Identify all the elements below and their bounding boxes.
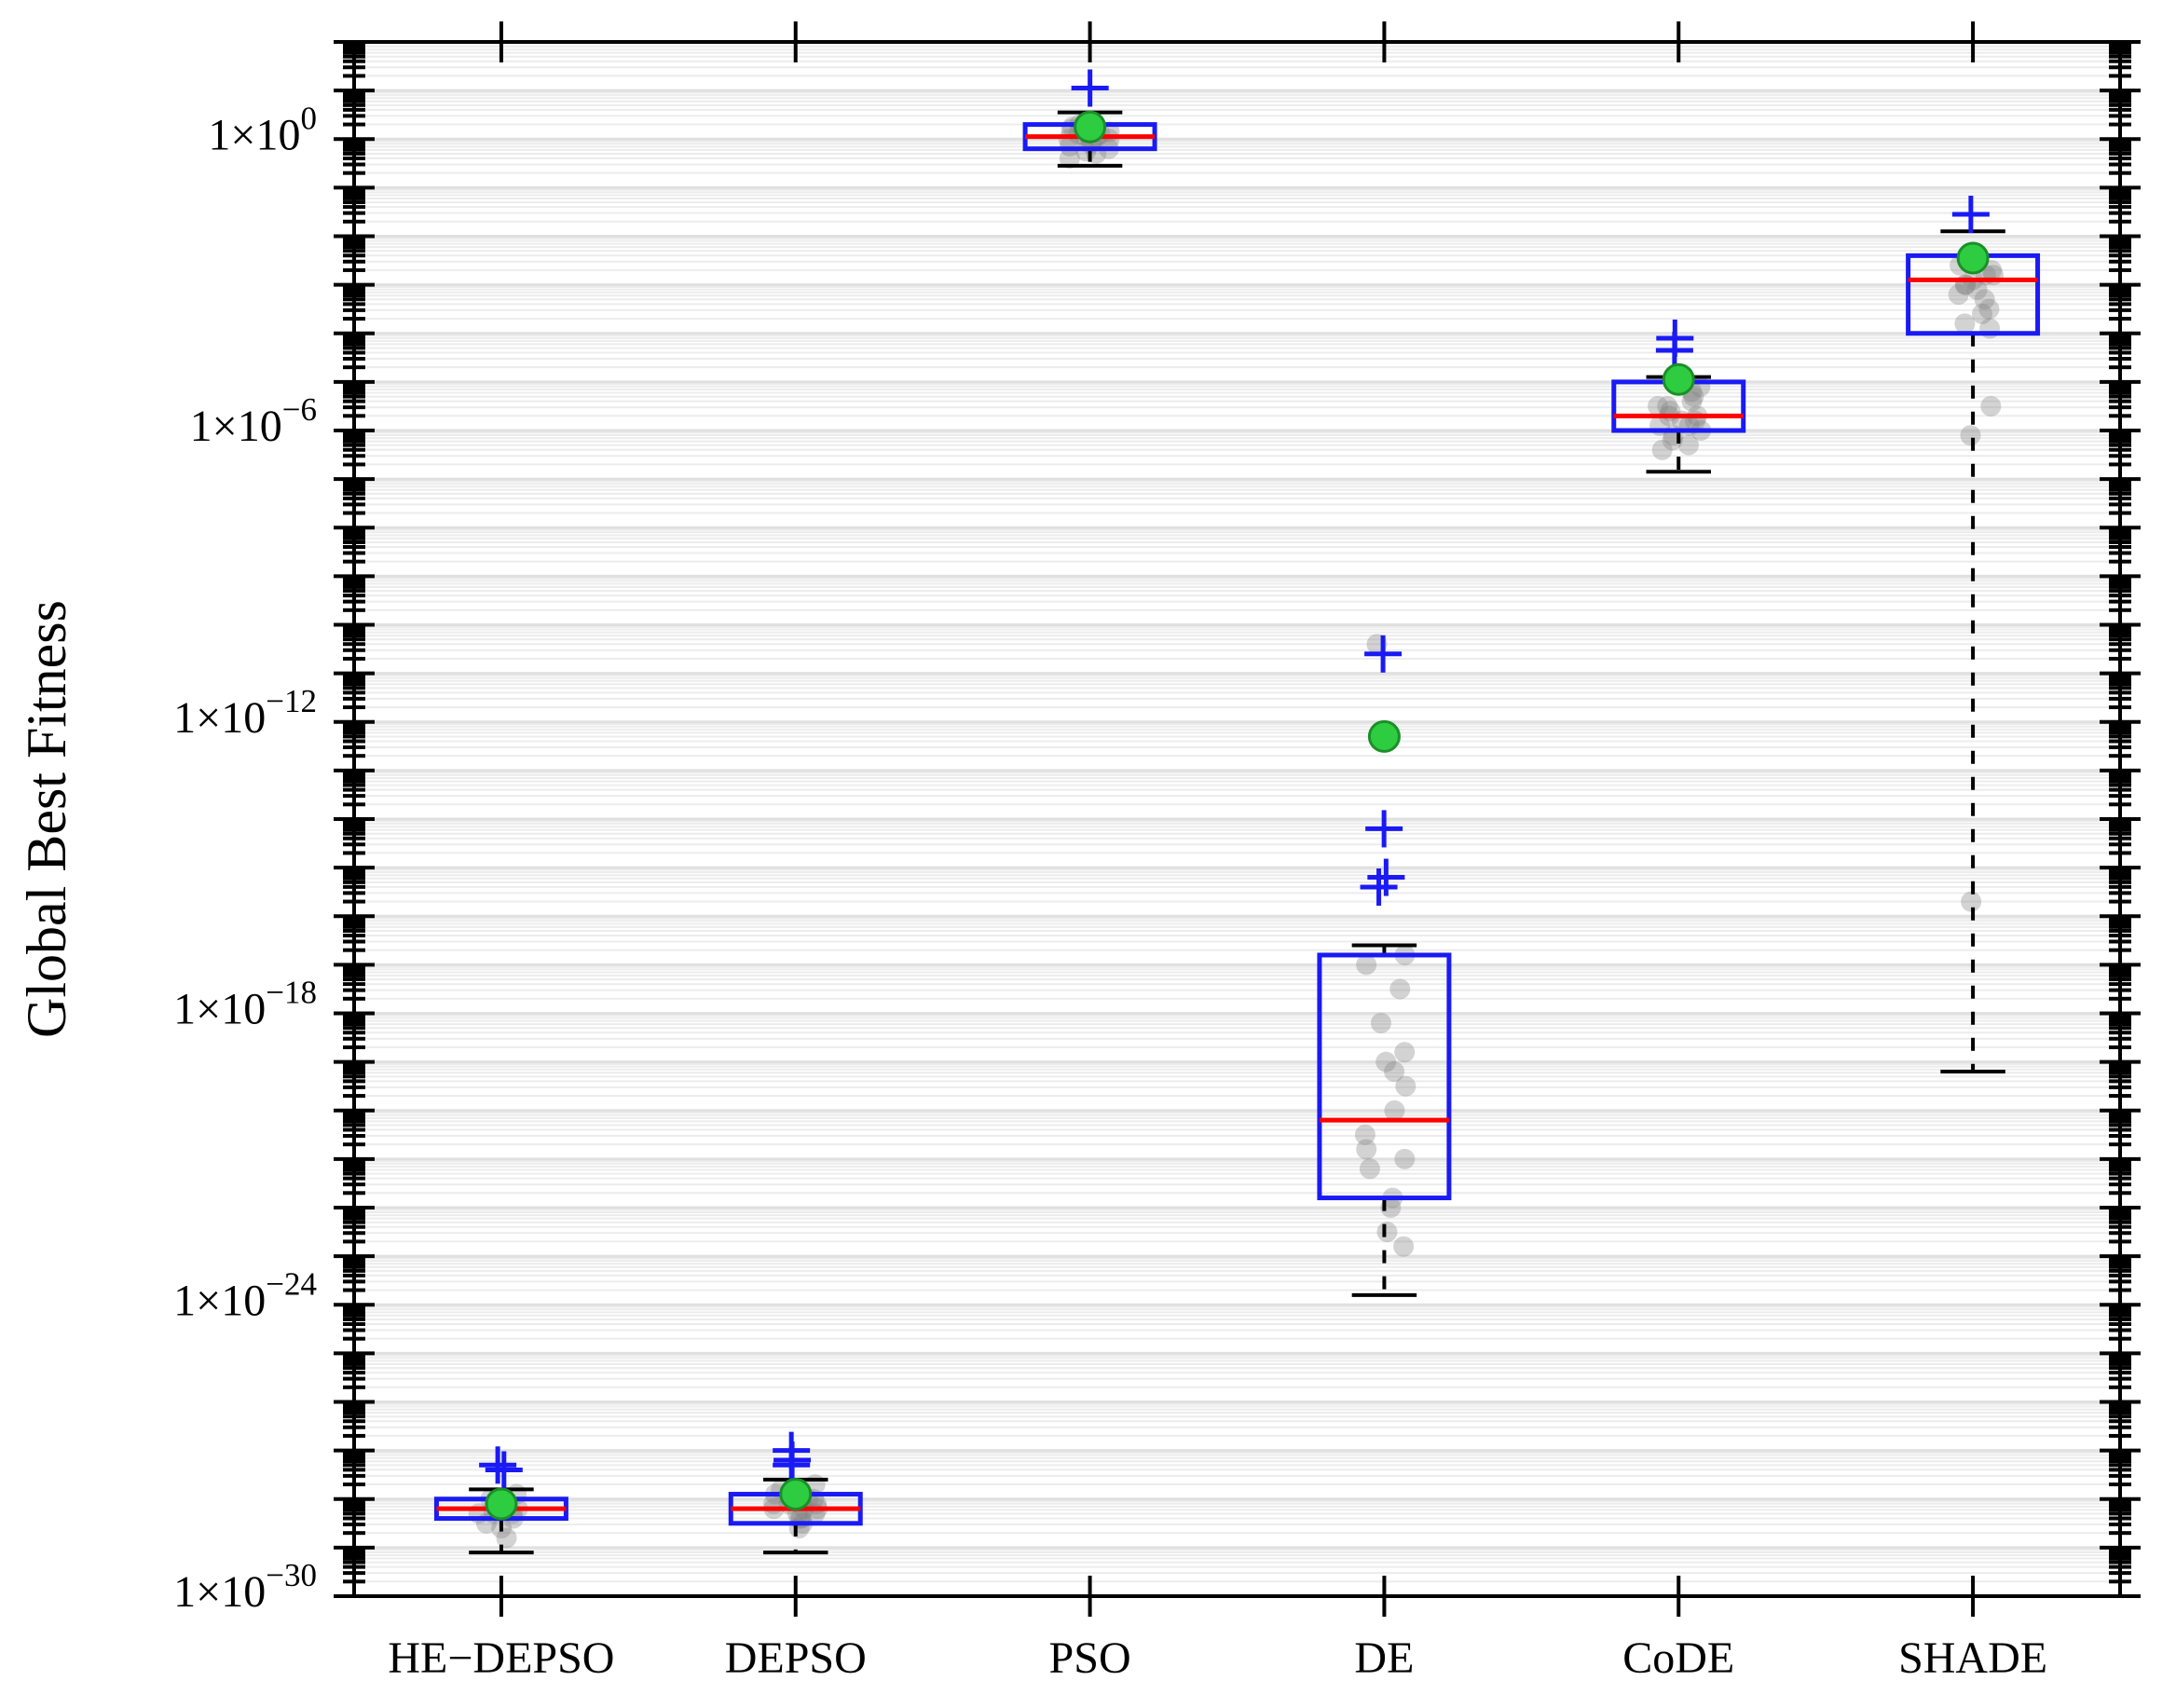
mean-marker — [1075, 112, 1105, 142]
scatter-point — [1394, 1149, 1415, 1169]
x-tick-label: HE−DEPSO — [388, 1633, 614, 1683]
scatter-point — [1975, 289, 1995, 309]
chart-svg: 1×10−301×10−241×10−181×10−121×10−61×100H… — [0, 0, 2176, 1708]
scatter-point — [1657, 396, 1677, 417]
scatter-point — [1393, 1237, 1414, 1257]
mean-marker — [781, 1480, 811, 1510]
scatter-point — [1980, 396, 2001, 417]
y-axis-label: Global Best Fitness — [16, 600, 77, 1038]
x-tick-label: PSO — [1049, 1633, 1131, 1683]
boxplot-chart: 1×10−301×10−241×10−181×10−121×10−61×100H… — [0, 0, 2176, 1708]
mean-marker — [1663, 364, 1693, 394]
mean-marker — [1369, 721, 1399, 751]
mean-marker — [1958, 243, 1988, 273]
x-tick-label: DE — [1354, 1633, 1414, 1683]
scatter-point — [1360, 1158, 1380, 1179]
scatter-point — [1356, 1139, 1376, 1159]
mean-marker — [486, 1489, 516, 1519]
scatter-point — [1371, 1013, 1391, 1033]
scatter-point — [1376, 1222, 1397, 1242]
x-tick-label: CoDE — [1622, 1633, 1734, 1683]
scatter-point — [1384, 1061, 1404, 1082]
scatter-point — [1389, 978, 1410, 999]
scatter-point — [497, 1527, 517, 1548]
scatter-point — [1394, 1042, 1415, 1062]
scatter-point — [1961, 425, 1981, 445]
scatter-point — [1356, 954, 1376, 975]
scatter-point — [1384, 1100, 1404, 1121]
x-tick-label: SHADE — [1898, 1633, 2047, 1683]
scatter-point — [1652, 440, 1673, 460]
x-tick-label: DEPSO — [725, 1633, 867, 1683]
scatter-point — [1954, 313, 1975, 334]
